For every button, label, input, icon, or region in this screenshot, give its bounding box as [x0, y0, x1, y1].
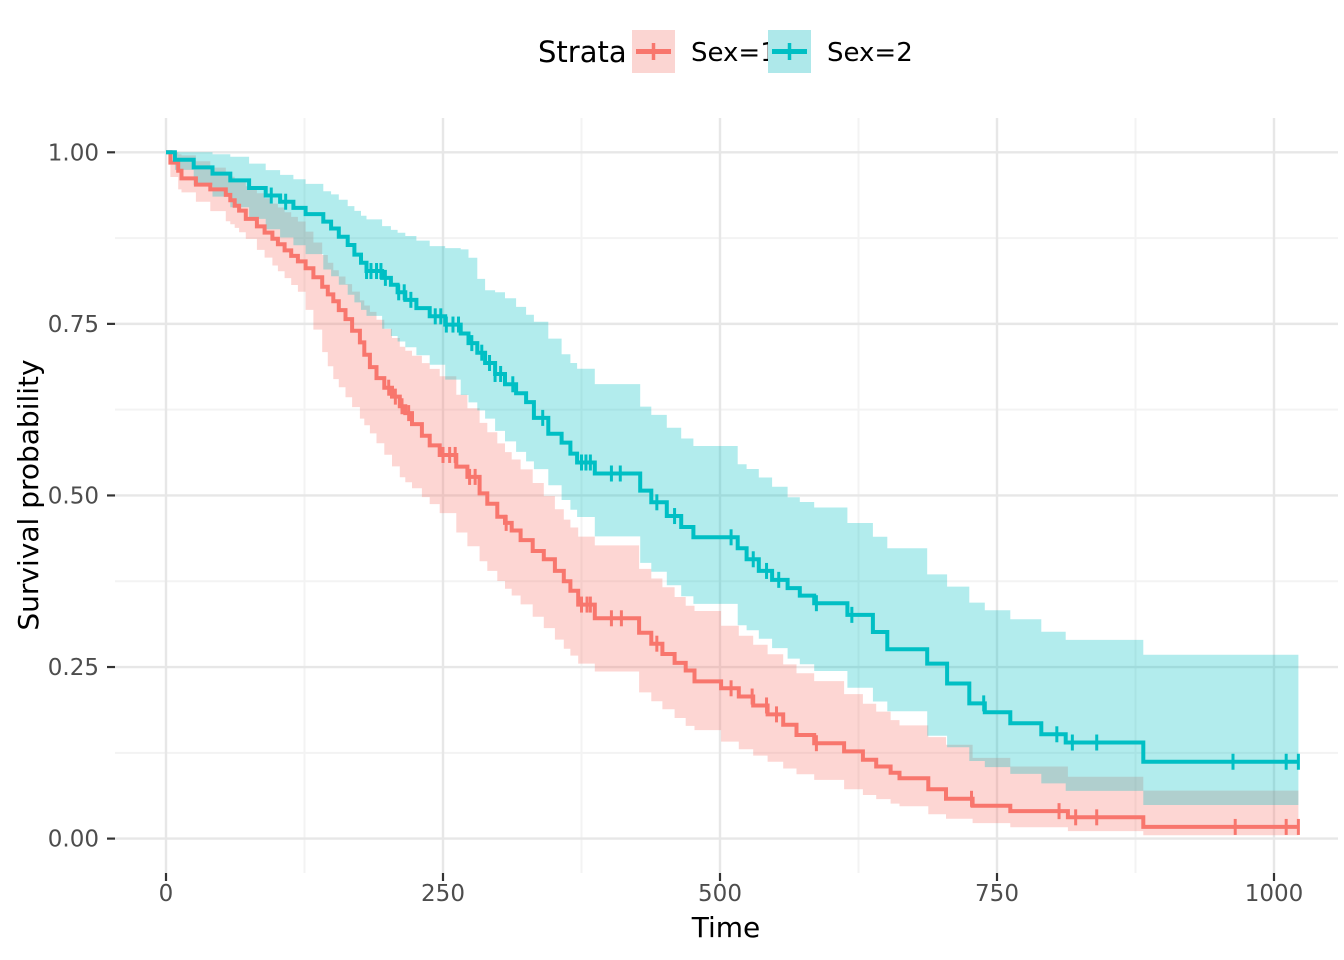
x-tick-label: 1000	[1245, 881, 1304, 907]
legend-label-sex2: Sex=2	[827, 38, 913, 68]
x-tick-label: 0	[159, 881, 174, 907]
axis-ticks	[107, 151, 1276, 881]
x-axis-title: Time	[691, 911, 761, 944]
y-tick-label: 0.25	[48, 655, 99, 681]
y-tick-label: 0.00	[48, 827, 99, 853]
grid-major	[115, 118, 1338, 873]
y-axis-title: Survival probability	[12, 359, 45, 630]
legend-item-sex1[interactable]: Sex=1	[632, 30, 777, 73]
survival-curve-sex2	[166, 150, 1299, 764]
axis-tick-labels: 0 250 500 750 1000 0.00 0.25 0.50 0.75 1.00	[48, 140, 1303, 907]
legend-label-sex1: Sex=1	[691, 38, 777, 68]
legend-title: Strata	[538, 35, 627, 69]
x-tick-label: 500	[698, 881, 742, 907]
y-tick-label: 1.00	[48, 140, 99, 166]
y-tick-label: 0.75	[48, 312, 99, 338]
x-tick-label: 750	[975, 881, 1019, 907]
legend-item-sex2[interactable]: Sex=2	[768, 30, 913, 73]
survival-curves	[166, 150, 1299, 829]
censor-marks	[269, 187, 1300, 835]
legend: Strata Sex=1 Sex=2	[538, 30, 913, 73]
x-tick-label: 250	[421, 881, 465, 907]
confidence-band-sex2	[166, 152, 1299, 806]
confidence-bands	[166, 152, 1299, 836]
y-tick-label: 0.50	[48, 483, 99, 509]
survival-curve-sex1	[166, 150, 1299, 829]
confidence-band-sex1	[166, 152, 1299, 836]
